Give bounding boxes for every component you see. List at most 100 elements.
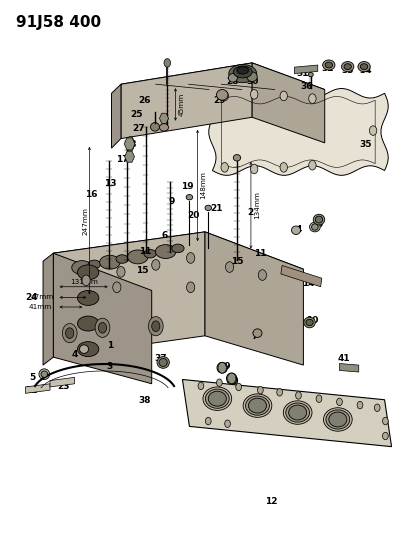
Circle shape xyxy=(224,420,230,427)
Ellipse shape xyxy=(343,63,351,70)
Text: 11: 11 xyxy=(139,247,151,256)
Circle shape xyxy=(373,404,379,411)
Ellipse shape xyxy=(79,345,88,353)
Circle shape xyxy=(205,417,211,425)
Polygon shape xyxy=(53,232,303,290)
Text: 148mm: 148mm xyxy=(200,172,206,199)
Circle shape xyxy=(279,91,287,101)
Ellipse shape xyxy=(243,394,271,417)
Polygon shape xyxy=(121,63,324,111)
Polygon shape xyxy=(25,384,50,393)
Circle shape xyxy=(382,432,387,440)
Text: 24: 24 xyxy=(26,293,38,302)
Ellipse shape xyxy=(324,62,332,68)
Text: 16: 16 xyxy=(85,190,97,199)
Ellipse shape xyxy=(88,260,100,269)
Ellipse shape xyxy=(325,410,349,429)
Text: 247mm: 247mm xyxy=(82,207,88,235)
Ellipse shape xyxy=(150,123,159,131)
Polygon shape xyxy=(159,113,168,124)
Polygon shape xyxy=(294,65,317,74)
Ellipse shape xyxy=(155,245,175,259)
Ellipse shape xyxy=(309,222,319,232)
Circle shape xyxy=(258,270,266,280)
Text: 3: 3 xyxy=(106,362,113,371)
Circle shape xyxy=(308,160,315,170)
Circle shape xyxy=(186,253,194,263)
Polygon shape xyxy=(111,84,121,148)
Circle shape xyxy=(65,328,74,338)
Text: 17: 17 xyxy=(116,156,128,164)
Ellipse shape xyxy=(341,62,353,71)
Polygon shape xyxy=(121,63,252,139)
Circle shape xyxy=(151,260,160,270)
Polygon shape xyxy=(280,265,321,287)
Ellipse shape xyxy=(248,398,266,413)
Text: 1: 1 xyxy=(106,341,113,350)
Circle shape xyxy=(336,398,342,406)
Ellipse shape xyxy=(77,342,99,357)
Circle shape xyxy=(186,282,194,293)
Ellipse shape xyxy=(77,265,99,280)
Circle shape xyxy=(279,163,287,172)
Ellipse shape xyxy=(72,261,92,274)
Ellipse shape xyxy=(77,290,99,305)
Circle shape xyxy=(227,373,235,384)
Text: 4: 4 xyxy=(71,350,78,359)
Ellipse shape xyxy=(116,255,128,263)
Circle shape xyxy=(95,318,110,337)
Circle shape xyxy=(198,382,203,390)
Text: 47mm: 47mm xyxy=(30,294,53,301)
Text: 12: 12 xyxy=(265,497,277,505)
Ellipse shape xyxy=(357,62,369,71)
Polygon shape xyxy=(53,232,204,357)
Circle shape xyxy=(257,386,263,394)
Text: 4: 4 xyxy=(294,225,301,233)
Text: 31: 31 xyxy=(296,69,308,78)
Ellipse shape xyxy=(312,214,324,225)
Circle shape xyxy=(62,324,77,343)
Circle shape xyxy=(216,379,222,386)
Circle shape xyxy=(220,163,228,172)
Text: 36: 36 xyxy=(300,82,312,91)
Polygon shape xyxy=(124,151,134,162)
Text: 28: 28 xyxy=(226,77,238,85)
Ellipse shape xyxy=(39,369,49,379)
Circle shape xyxy=(315,395,321,402)
Text: 10: 10 xyxy=(306,317,318,325)
Ellipse shape xyxy=(322,60,334,70)
Ellipse shape xyxy=(233,66,252,78)
Polygon shape xyxy=(182,379,391,447)
Circle shape xyxy=(164,59,170,67)
Text: 45mm: 45mm xyxy=(178,93,184,116)
Ellipse shape xyxy=(233,155,240,161)
Text: 37: 37 xyxy=(154,354,166,362)
Ellipse shape xyxy=(127,250,148,264)
Circle shape xyxy=(112,282,121,293)
Ellipse shape xyxy=(144,249,156,258)
Text: 19: 19 xyxy=(181,182,193,191)
Text: 14: 14 xyxy=(301,279,314,288)
Ellipse shape xyxy=(236,67,248,74)
Ellipse shape xyxy=(205,389,229,408)
Text: 41: 41 xyxy=(337,354,349,362)
Ellipse shape xyxy=(328,412,346,427)
Text: 32: 32 xyxy=(320,64,333,72)
Text: 30: 30 xyxy=(245,77,258,85)
Text: 21: 21 xyxy=(210,205,222,213)
Ellipse shape xyxy=(323,408,351,431)
Ellipse shape xyxy=(204,205,211,211)
Circle shape xyxy=(250,164,257,174)
Text: 8: 8 xyxy=(317,215,323,224)
Ellipse shape xyxy=(126,136,134,151)
Ellipse shape xyxy=(77,316,99,331)
Ellipse shape xyxy=(288,405,306,420)
Circle shape xyxy=(82,275,90,286)
Ellipse shape xyxy=(208,391,226,406)
Text: 5: 5 xyxy=(315,221,321,229)
Circle shape xyxy=(369,126,376,135)
Circle shape xyxy=(276,389,282,396)
Text: 13: 13 xyxy=(103,180,116,188)
Text: 15: 15 xyxy=(230,257,243,265)
Circle shape xyxy=(218,362,226,373)
